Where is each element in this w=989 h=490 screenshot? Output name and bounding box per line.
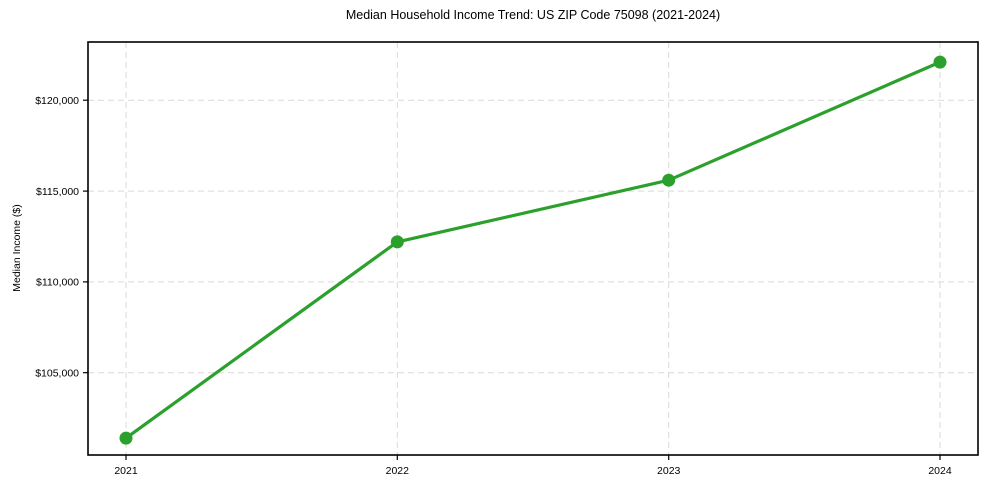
x-tick-label: 2023: [657, 465, 681, 477]
y-tick-label: $105,000: [35, 368, 79, 380]
x-tick-label: 2021: [114, 465, 138, 477]
data-point-marker: [119, 431, 133, 445]
y-tick-label: $120,000: [35, 95, 79, 107]
x-tick-label: 2022: [386, 465, 410, 477]
data-point-marker: [662, 173, 676, 187]
data-point-marker: [390, 235, 404, 249]
y-tick-label: $110,000: [36, 277, 79, 289]
chart-title: Median Household Income Trend: US ZIP Co…: [345, 8, 721, 22]
data-point-marker: [933, 55, 947, 69]
plot-border: [87, 41, 979, 456]
trend-line: [124, 60, 942, 440]
y-tick-label: $115,000: [36, 186, 79, 198]
x-tick-label: 2024: [928, 465, 952, 477]
